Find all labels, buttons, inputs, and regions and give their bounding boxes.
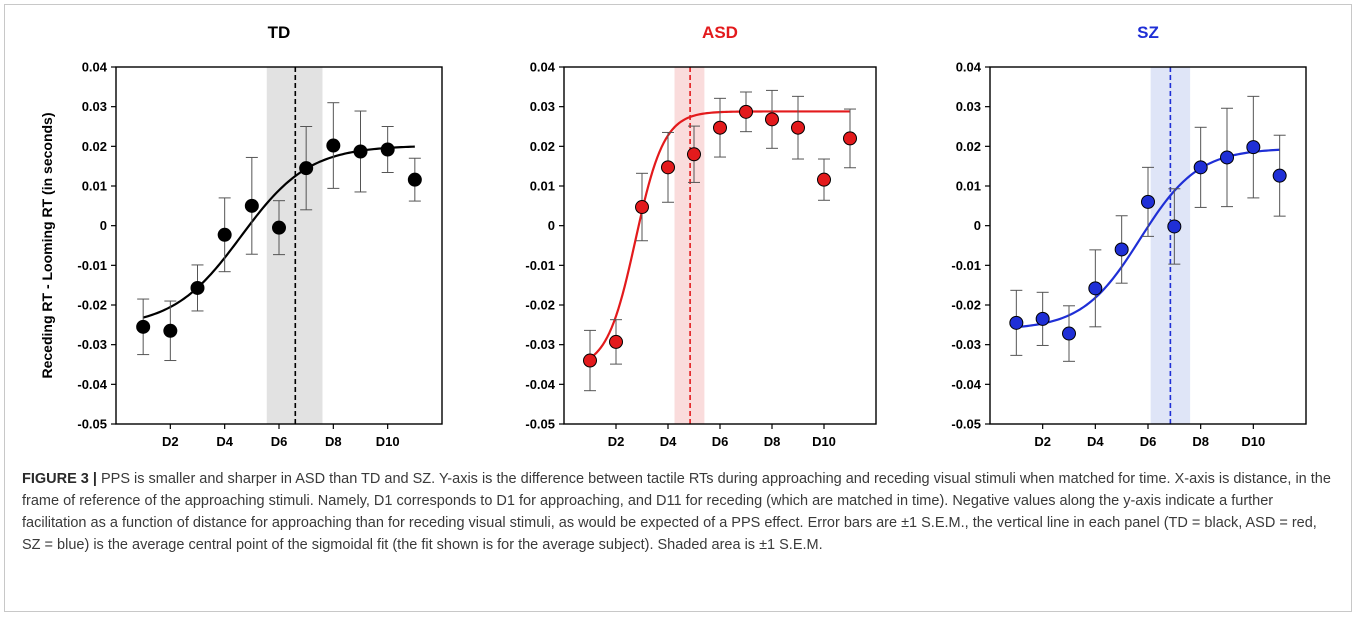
- x-tick-label: D8: [325, 434, 342, 449]
- data-point: [326, 138, 341, 153]
- x-tick-label: D8: [764, 434, 781, 449]
- data-point: [244, 198, 259, 213]
- x-tick-label: D10: [812, 434, 836, 449]
- y-tick-label: -0.04: [525, 377, 555, 392]
- y-tick-label: 0.02: [956, 139, 981, 154]
- data-point: [1220, 150, 1234, 165]
- data-point: [765, 112, 779, 127]
- data-point: [1114, 242, 1129, 257]
- data-point: [299, 161, 314, 176]
- y-axis-label: Receding RT - Looming RT (in seconds): [39, 113, 55, 379]
- y-tick-label: 0.03: [530, 99, 555, 114]
- y-tick-label: 0.04: [956, 60, 982, 75]
- y-tick-label: -0.02: [77, 298, 107, 313]
- data-point: [687, 147, 701, 162]
- fit-curve: [142, 145, 415, 319]
- y-tick-label: 0.04: [82, 60, 108, 75]
- plot-frame: [989, 66, 1307, 425]
- x-tick-label: D4: [660, 434, 677, 449]
- data-point: [1272, 168, 1287, 183]
- y-tick-label: -0.03: [525, 337, 555, 352]
- data-point: [843, 131, 857, 146]
- y-tick-label: -0.01: [77, 258, 107, 273]
- y-tick-label: -0.03: [77, 337, 107, 352]
- data-point: [791, 120, 805, 135]
- caption-text: PPS is smaller and sharper in ASD than T…: [22, 471, 1331, 553]
- figure-frame: [4, 4, 1352, 612]
- data-point: [817, 172, 831, 187]
- data-point: [1062, 326, 1076, 341]
- data-point: [739, 104, 753, 119]
- data-point: [1193, 160, 1208, 175]
- charts-area: 0.04 0.03 0.02 0.01 0 -0.01 -0.02 -0.03 -0.04 -0.…: [39, 23, 1307, 449]
- data-point: [136, 319, 151, 334]
- chart-title: TD: [268, 23, 291, 42]
- caption-label: FIGURE 3 |: [22, 471, 97, 487]
- data-point: [1246, 140, 1261, 155]
- data-point: [609, 334, 623, 349]
- y-tick-label: 0.01: [530, 179, 555, 194]
- y-tick-label: 0.03: [82, 99, 107, 114]
- y-tick-label: -0.05: [77, 417, 107, 432]
- figure-caption: FIGURE 3 | PPS is smaller and sharper in…: [22, 468, 1338, 556]
- x-tick-label: D2: [1034, 434, 1051, 449]
- x-tick-label: D8: [1192, 434, 1209, 449]
- data-point: [713, 120, 727, 135]
- y-tick-label: -0.01: [951, 258, 981, 273]
- data-point: [380, 142, 395, 157]
- y-tick-label: -0.05: [951, 417, 981, 432]
- data-point: [1088, 281, 1103, 296]
- y-tick-label: -0.04: [77, 377, 107, 392]
- x-tick-label: D6: [1140, 434, 1157, 449]
- x-tick-label: D4: [216, 434, 233, 449]
- chart-panel-2: 0.04 0.03 0.02 0.01 0 -0.01 -0.02 -0.03 -0.04 -0.…: [951, 23, 1307, 449]
- data-point: [1009, 315, 1024, 330]
- data-point: [163, 323, 178, 338]
- y-tick-label: 0: [100, 218, 107, 233]
- chart-panel-0: 0.04 0.03 0.02 0.01 0 -0.01 -0.02 -0.03 -0.04 -0.…: [39, 23, 443, 449]
- y-tick-label: 0.03: [956, 99, 981, 114]
- x-tick-label: D2: [608, 434, 625, 449]
- x-tick-label: D6: [271, 434, 288, 449]
- x-tick-label: D10: [376, 434, 400, 449]
- chart-panel-1: 0.04 0.03 0.02 0.01 0 -0.01 -0.02 -0.03 -0.04 -0.…: [525, 23, 877, 449]
- data-point: [583, 353, 597, 368]
- data-point: [190, 280, 205, 295]
- chart-title: ASD: [702, 23, 738, 42]
- y-tick-label: 0.04: [530, 60, 556, 75]
- x-tick-label: D10: [1241, 434, 1265, 449]
- y-tick-label: -0.05: [525, 417, 555, 432]
- y-tick-label: 0.01: [82, 179, 107, 194]
- data-point: [661, 160, 675, 175]
- data-point: [1141, 194, 1155, 209]
- data-point: [272, 220, 286, 235]
- x-tick-label: D2: [162, 434, 179, 449]
- data-point: [217, 227, 232, 242]
- data-point: [1035, 311, 1050, 326]
- y-tick-label: 0: [974, 218, 981, 233]
- y-tick-label: 0.02: [82, 139, 107, 154]
- data-point: [353, 144, 368, 159]
- data-point: [635, 200, 649, 215]
- y-tick-label: 0: [548, 218, 555, 233]
- chart-title: SZ: [1137, 23, 1159, 42]
- y-tick-label: -0.01: [525, 258, 555, 273]
- y-tick-label: 0.02: [530, 139, 555, 154]
- x-tick-label: D4: [1087, 434, 1104, 449]
- x-tick-label: D6: [712, 434, 729, 449]
- y-tick-label: 0.01: [956, 179, 981, 194]
- y-tick-label: -0.03: [951, 337, 981, 352]
- data-point: [407, 172, 422, 187]
- data-point: [1167, 219, 1182, 234]
- y-tick-label: -0.04: [951, 377, 981, 392]
- y-tick-label: -0.02: [525, 298, 555, 313]
- y-tick-label: -0.02: [951, 298, 981, 313]
